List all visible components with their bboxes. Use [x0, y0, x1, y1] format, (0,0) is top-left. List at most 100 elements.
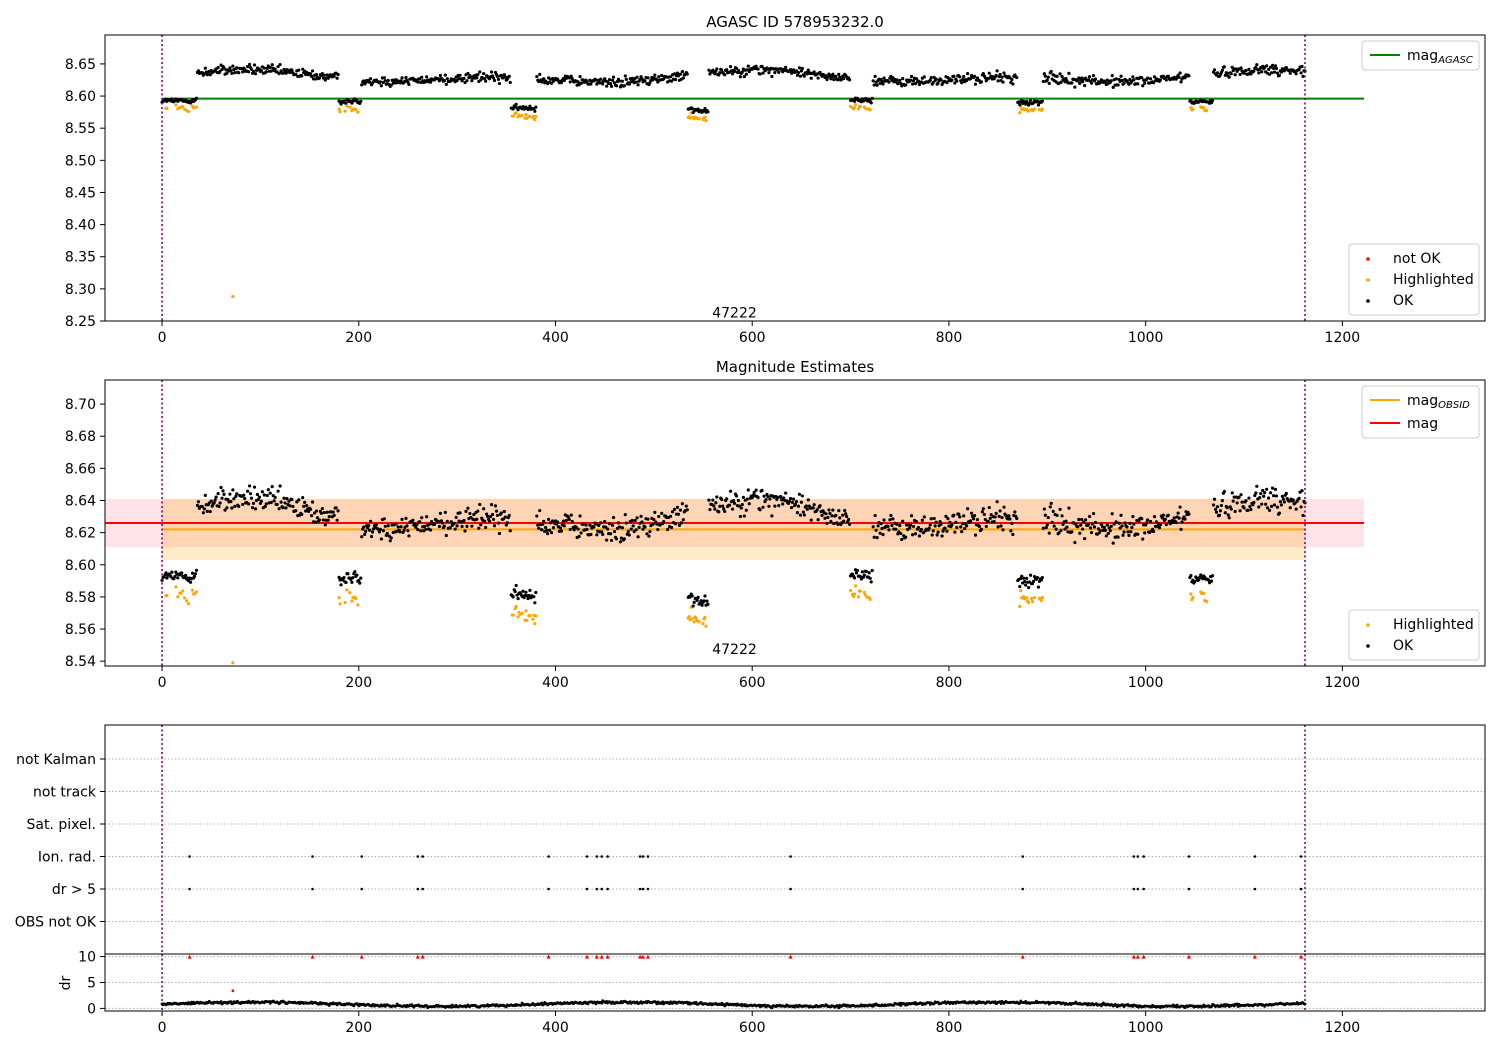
data-point [511, 613, 515, 617]
data-point [933, 524, 937, 528]
data-point [503, 515, 507, 519]
data-point [568, 80, 572, 84]
data-point [939, 522, 943, 526]
y-tick-label: 0 [87, 1001, 96, 1017]
data-point [1226, 513, 1230, 517]
flag-point [1136, 855, 1140, 858]
data-point [762, 494, 766, 498]
data-point [961, 78, 965, 82]
data-point [799, 69, 803, 73]
data-point [622, 84, 626, 88]
data-point [623, 512, 627, 517]
dr-x-axis: 0 200 400 600 800 1000 1200 [158, 1011, 1360, 1036]
y-tick-label: 8.25 [65, 314, 96, 330]
data-point [1244, 68, 1248, 73]
data-point [217, 504, 221, 509]
data-point [1230, 491, 1234, 495]
data-point [1099, 522, 1103, 526]
data-point [742, 514, 746, 518]
data-point [472, 512, 476, 517]
x-tick-label: 0 [158, 675, 167, 691]
data-point [1130, 525, 1134, 530]
flags-dr-axes-frame [104, 724, 1486, 1012]
data-point [1140, 517, 1144, 521]
data-point [740, 70, 744, 74]
data-point [968, 519, 973, 523]
data-point [1151, 529, 1156, 534]
data-point [711, 498, 715, 502]
data-point [231, 488, 235, 492]
data-point [1258, 496, 1262, 500]
data-point [744, 72, 748, 76]
data-point [1254, 65, 1258, 69]
data-point [253, 72, 258, 76]
data-point [404, 75, 408, 80]
data-point [497, 81, 502, 86]
data-point [681, 518, 685, 522]
data-point [616, 521, 621, 525]
data-point [828, 511, 832, 515]
data-point [218, 69, 222, 73]
agasc-x-axis: 0 200 400 600 800 1000 1200 [158, 321, 1360, 346]
data-point [414, 525, 418, 529]
agasc-obsid-annotation: 47222 [712, 305, 757, 321]
data-point [350, 580, 354, 584]
data-point [910, 533, 915, 537]
data-point [470, 79, 474, 83]
data-point [1051, 509, 1055, 513]
data-point [907, 526, 912, 530]
data-point [1160, 516, 1164, 520]
data-point [1143, 81, 1147, 85]
x-tick-label: 1000 [1128, 1020, 1164, 1036]
data-point [1111, 85, 1115, 89]
data-point [1104, 534, 1108, 538]
data-point [309, 74, 314, 78]
data-point [673, 78, 678, 82]
data-point [1211, 503, 1216, 507]
data-point [489, 503, 494, 507]
data-point [492, 524, 497, 528]
data-point [950, 78, 954, 82]
data-point [973, 82, 978, 86]
data-point [1282, 500, 1286, 504]
data-point [1083, 83, 1087, 88]
data-point [800, 494, 804, 498]
data-point [400, 76, 404, 80]
data-point [301, 495, 305, 500]
data-point [367, 528, 372, 532]
data-point [1039, 598, 1043, 603]
data-point [1002, 71, 1006, 75]
data-point [449, 520, 453, 524]
data-point [262, 493, 266, 497]
data-point [875, 83, 879, 87]
data-point [345, 588, 349, 592]
data-point [960, 530, 964, 534]
data-point [230, 71, 234, 75]
data-point [416, 528, 420, 532]
data-point [507, 74, 511, 78]
data-point [342, 575, 346, 580]
data-point [950, 523, 954, 527]
data-point [855, 568, 860, 573]
data-point [551, 526, 556, 530]
dr-point [519, 1003, 523, 1007]
data-point [746, 64, 750, 68]
data-point [1253, 493, 1257, 498]
data-point [1022, 576, 1026, 580]
data-point [732, 69, 737, 74]
flag-point [311, 887, 314, 891]
data-point [528, 104, 532, 108]
data-point [233, 504, 237, 508]
data-point [969, 511, 974, 515]
flag-point [421, 855, 425, 858]
x-tick-label: 1200 [1325, 675, 1361, 691]
data-point [1141, 537, 1145, 541]
data-point [588, 523, 592, 527]
data-point [496, 521, 501, 525]
data-point [782, 496, 786, 500]
data-point [1000, 515, 1004, 520]
data-point [356, 110, 360, 114]
data-point [1109, 524, 1113, 528]
data-point [653, 73, 657, 77]
data-point [750, 496, 754, 500]
